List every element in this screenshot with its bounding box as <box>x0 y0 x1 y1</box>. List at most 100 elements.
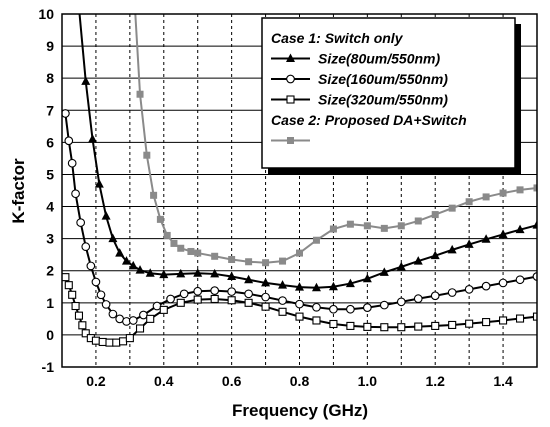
data-point <box>74 3 83 12</box>
data-point <box>362 273 372 283</box>
legend-swatch-marker <box>287 137 294 144</box>
data-point <box>139 310 148 320</box>
data-point <box>278 296 287 305</box>
data-point <box>516 186 524 194</box>
data-point <box>170 239 178 247</box>
data-point <box>380 323 389 332</box>
data-point <box>278 280 288 289</box>
data-point <box>346 321 355 330</box>
data-point <box>498 229 508 238</box>
legend-entry-label: Size(160um/550nm) <box>318 71 448 87</box>
y-tick-label: 3 <box>46 231 54 247</box>
data-point <box>115 248 125 257</box>
data-point <box>448 204 456 212</box>
data-point <box>363 222 371 230</box>
data-point <box>397 222 405 230</box>
data-point <box>244 274 254 284</box>
data-point <box>295 282 304 291</box>
legend-entry-label: Size(80um/550nm) <box>318 51 440 67</box>
data-point <box>136 90 144 98</box>
data-point <box>108 309 118 319</box>
data-point <box>312 316 321 325</box>
data-point <box>482 318 491 327</box>
data-point <box>194 249 202 257</box>
data-point <box>71 301 80 311</box>
data-point <box>532 272 537 281</box>
data-point <box>363 303 372 312</box>
data-point <box>179 289 189 299</box>
data-point <box>176 268 186 278</box>
data-point <box>414 217 422 225</box>
data-point <box>145 268 155 277</box>
y-tick-label: 7 <box>46 102 54 118</box>
data-point <box>119 337 128 346</box>
series-2 <box>62 109 537 326</box>
data-point <box>76 218 86 227</box>
data-point <box>379 300 389 310</box>
data-point <box>227 287 236 296</box>
data-point <box>135 324 145 333</box>
data-point <box>481 281 491 291</box>
data-point <box>279 257 287 265</box>
data-point <box>414 322 423 331</box>
data-point <box>380 224 388 232</box>
data-point <box>448 320 457 330</box>
data-point <box>159 305 168 314</box>
data-point <box>515 275 525 285</box>
data-point <box>62 273 70 282</box>
data-point <box>329 225 337 233</box>
data-point <box>532 312 537 321</box>
legend-header: Case 1: Switch only <box>271 30 404 46</box>
data-point <box>81 76 91 85</box>
y-axis-title: K-factor <box>9 158 28 224</box>
data-point <box>193 268 203 277</box>
data-point <box>146 314 155 323</box>
data-point <box>533 184 537 192</box>
data-point <box>193 286 203 296</box>
data-point <box>464 239 474 248</box>
series-layer <box>62 3 537 347</box>
data-point <box>112 338 121 347</box>
x-tick-label: 0.4 <box>154 373 174 389</box>
data-point <box>312 236 320 244</box>
data-point <box>244 289 253 299</box>
data-point <box>62 109 70 118</box>
data-point <box>210 286 220 295</box>
legend-swatch-marker <box>286 95 295 104</box>
data-point <box>150 191 158 199</box>
data-point <box>96 290 106 300</box>
data-point <box>156 215 164 223</box>
data-point <box>329 304 338 314</box>
data-point <box>135 265 145 274</box>
data-point <box>499 316 508 325</box>
data-point <box>143 151 151 159</box>
x-tick-label: 0.2 <box>86 373 106 389</box>
data-point <box>210 268 220 278</box>
data-point <box>261 302 270 311</box>
data-point <box>121 256 131 265</box>
data-point <box>447 244 457 254</box>
data-point <box>532 220 537 229</box>
data-point <box>101 211 111 220</box>
data-point <box>346 304 355 314</box>
data-point <box>193 295 202 304</box>
data-point <box>68 290 77 299</box>
data-point <box>94 179 104 188</box>
y-tick-label: 1 <box>46 295 54 311</box>
data-point <box>98 337 107 347</box>
data-point <box>447 288 457 297</box>
data-point <box>91 277 101 287</box>
data-point <box>105 338 114 347</box>
series-1 <box>74 3 537 292</box>
data-point <box>311 282 321 292</box>
data-point <box>163 231 171 239</box>
x-tick-label: 1.2 <box>425 373 445 389</box>
data-point <box>91 336 100 345</box>
data-point <box>498 278 508 288</box>
data-point <box>71 189 80 199</box>
data-point <box>227 271 237 281</box>
data-point <box>431 321 440 330</box>
y-tick-label: 8 <box>46 70 54 86</box>
data-point <box>211 252 219 260</box>
data-point <box>515 224 525 234</box>
